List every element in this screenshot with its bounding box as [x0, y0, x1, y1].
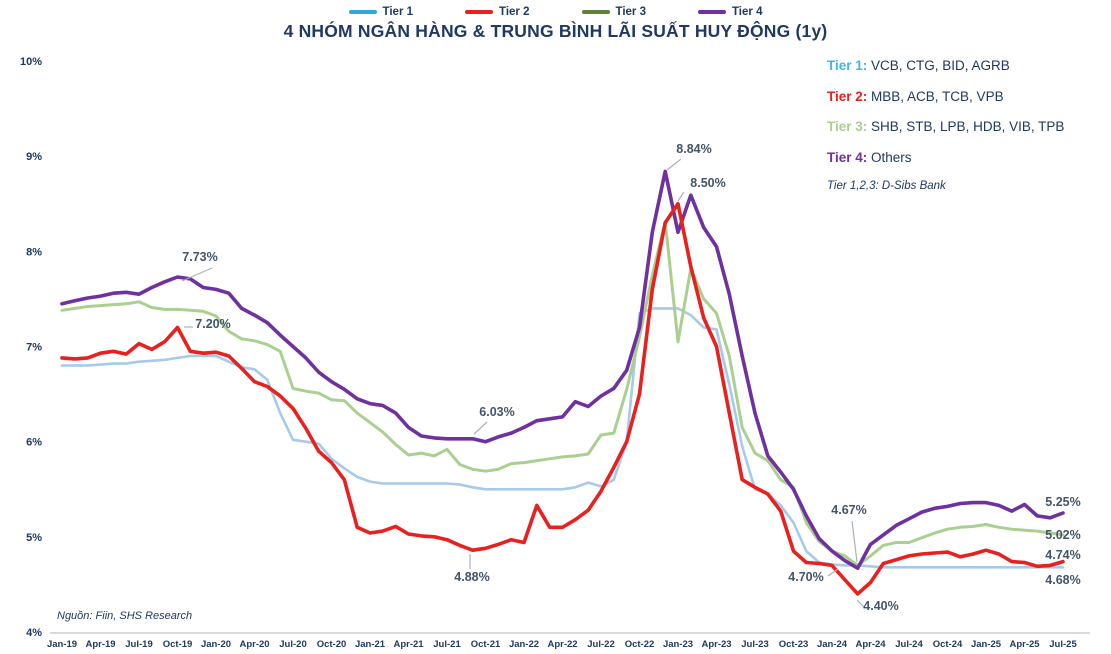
annotation-leader	[666, 158, 682, 171]
x-tick-label: Jan-19	[47, 639, 77, 650]
x-tick-label: Jan-22	[509, 639, 539, 650]
legend-line-swatch	[697, 10, 726, 14]
x-tick-label: Oct-21	[471, 639, 501, 650]
tier-banks: VCB, CTG, BID, AGRB	[867, 58, 1010, 73]
x-tick-label: Apr-25	[1009, 639, 1040, 650]
annotation-leader	[856, 599, 865, 608]
annotation-value: 5.25%	[1045, 495, 1080, 509]
legend-label: Tier 1	[382, 6, 414, 18]
legend-label: Tier 3	[615, 6, 646, 18]
x-tick-label: Jul-20	[279, 639, 306, 650]
annotation-value: 4.67%	[831, 503, 866, 517]
legend-line-swatch	[348, 10, 377, 14]
y-tick-label: 6%	[26, 437, 42, 449]
annotation-value: 6.03%	[479, 405, 514, 419]
x-tick-label: Jan-21	[355, 639, 386, 650]
tier-definitions-legend: Tier 1: VCB, CTG, BID, AGRB Tier 2: MBB, …	[827, 58, 1097, 192]
tier-definition-row: Tier 3: SHB, STB, LPB, HDB, VIB, TPB	[827, 119, 1097, 134]
y-tick-label: 7%	[26, 342, 42, 354]
x-tick-label: Jul-24	[895, 639, 923, 650]
tier-label: Tier 3:	[827, 119, 868, 134]
x-tick-label: Jul-19	[125, 639, 152, 650]
tier-definition-row: Tier 4: Others	[827, 150, 1097, 165]
x-tick-label: Oct-20	[317, 639, 347, 650]
annotation-value: 4.70%	[788, 570, 823, 584]
x-tick-label: Apr-20	[239, 639, 269, 650]
x-tick-label: Jul-22	[587, 639, 614, 650]
x-tick-label: Apr-22	[547, 639, 577, 650]
legend-line-swatch	[581, 10, 610, 14]
annotation-leader	[677, 191, 685, 202]
series-line-tier-3	[60, 220, 1065, 567]
x-tick-label: Oct-23	[779, 639, 809, 650]
tier-label: Tier 4:	[827, 149, 868, 165]
annotation-value: 4.88%	[454, 570, 489, 584]
x-tick-label: Jan-20	[201, 639, 231, 650]
y-tick-label: 5%	[26, 532, 42, 544]
annotation-value: 7.20%	[195, 317, 230, 331]
x-tick-label: Jul-21	[433, 639, 461, 650]
annotation-value: 8.84%	[676, 142, 711, 156]
top-legend: Tier 1 Tier 2 Tier 3 Tier 4	[0, 6, 1111, 18]
x-tick-label: Jul-23	[741, 639, 768, 650]
annotation-leader	[827, 568, 839, 577]
x-tick-label: Jul-25	[1049, 639, 1077, 650]
tier-note: Tier 1,2,3: D-Sibs Bank	[827, 180, 946, 192]
x-tick-label: Apr-21	[393, 639, 424, 650]
x-tick-label: Apr-23	[701, 639, 731, 650]
tier-banks: Others	[867, 149, 912, 165]
annotation-value: 7.73%	[182, 250, 217, 264]
x-tick-label: Apr-19	[85, 639, 115, 650]
y-tick-label: 4%	[26, 627, 42, 639]
x-tick-label: Oct-24	[933, 639, 963, 650]
legend-item-tier-4: Tier 4	[697, 6, 763, 18]
tier-label: Tier 1:	[827, 58, 868, 73]
chart-title: 4 NHÓM NGÂN HÀNG & TRUNG BÌNH LÃI SUẤT H…	[283, 21, 828, 41]
series-line-tier-4	[60, 169, 1065, 570]
source-note: Nguồn: Fiin, SHS Research	[57, 610, 193, 622]
annotation-value: 4.74%	[1045, 548, 1080, 562]
annotation-value: 4.40%	[863, 599, 898, 613]
annotation-leader	[181, 267, 213, 282]
annotation-leader	[851, 520, 858, 563]
series-line-tier-2	[60, 202, 1065, 596]
legend-label: Tier 2	[499, 6, 530, 18]
annotation-value: 4.68%	[1045, 573, 1080, 587]
y-tick-label: 9%	[26, 151, 42, 163]
tier-label: Tier 2:	[827, 88, 868, 104]
legend-line-swatch	[465, 10, 494, 14]
legend-item-tier-1: Tier 1	[348, 6, 414, 18]
x-tick-label: Jan-23	[663, 639, 693, 650]
tier-definition-row: Tier 1: VCB, CTG, BID, AGRB	[827, 58, 1097, 73]
x-tick-label: Jan-25	[971, 639, 1002, 650]
annotation-leader	[473, 421, 488, 435]
tier-definition-row: Tier 2: MBB, ACB, TCB, VPB	[827, 89, 1097, 104]
tier-banks: MBB, ACB, TCB, VPB	[867, 88, 1004, 104]
x-tick-label: Oct-19	[163, 639, 193, 650]
y-tick-label: 10%	[20, 56, 42, 68]
tier-banks: SHB, STB, LPB, HDB, VIB, TPB	[867, 119, 1065, 134]
x-tick-label: Oct-22	[625, 639, 655, 650]
annotation-value: 5.02%	[1045, 528, 1080, 542]
series-line-tier-1	[60, 307, 1065, 569]
x-tick-label: Apr-24	[855, 639, 886, 650]
legend-item-tier-2: Tier 2	[465, 6, 530, 18]
legend-item-tier-3: Tier 3	[581, 6, 646, 18]
legend-label: Tier 4	[731, 6, 763, 18]
x-tick-label: Jan-24	[817, 639, 848, 650]
annotation-value: 8.50%	[690, 176, 725, 190]
y-tick-label: 8%	[26, 246, 42, 258]
